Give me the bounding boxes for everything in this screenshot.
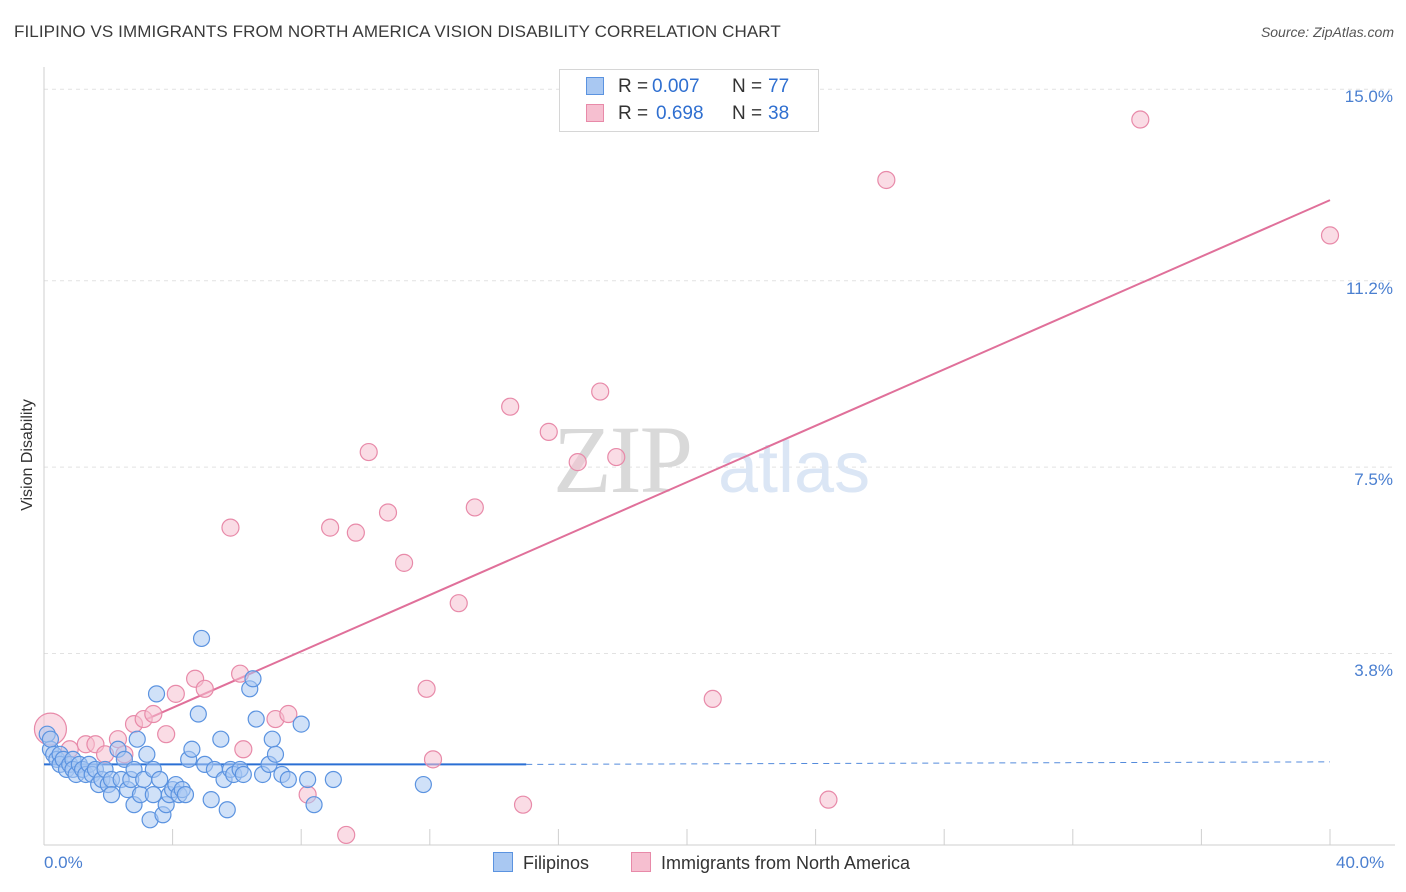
- y-tick-label: 3.8%: [1354, 661, 1393, 680]
- legend-n-value: 77: [768, 76, 790, 97]
- immigrants-point: [568, 453, 587, 472]
- immigrants-point: [346, 523, 365, 542]
- filipinos-point: [414, 775, 432, 794]
- immigrants-point: [607, 447, 626, 467]
- gridlines: [44, 88, 1395, 655]
- filipinos-point: [102, 786, 121, 804]
- immigrants-point: [1131, 110, 1150, 129]
- chart-title: FILIPINO VS IMMIGRANTS FROM NORTH AMERIC…: [14, 22, 781, 41]
- filipinos-point: [176, 786, 195, 804]
- x-tick-label-max: 40.0%: [1336, 853, 1385, 872]
- bottom-legend-immigrants[interactable]: Immigrants from North America: [631, 852, 910, 874]
- filipinos-point: [305, 796, 323, 814]
- legend-swatch-blue: [586, 77, 604, 95]
- immigrants-point: [449, 594, 468, 613]
- immigrants-point: [144, 704, 163, 724]
- legend-r-value: 0.007: [652, 76, 700, 97]
- filipinos-point: [212, 730, 230, 748]
- immigrants-point: [359, 442, 378, 462]
- immigrants-point: [1320, 226, 1340, 245]
- immigrants-point: [501, 397, 520, 416]
- immigrants-point: [166, 684, 185, 703]
- source-label: Source: ZipAtlas.com: [1260, 24, 1394, 40]
- immigrants-point: [539, 422, 558, 441]
- filipinos-point: [292, 715, 310, 733]
- immigrants-point: [423, 750, 443, 769]
- immigrants-point: [513, 795, 533, 814]
- legend-n-label: N =: [732, 76, 763, 97]
- y-tick-label: 7.5%: [1354, 470, 1393, 489]
- filipinos-point: [183, 740, 201, 758]
- immigrants-point: [157, 725, 176, 744]
- immigrants-point: [591, 382, 610, 401]
- filipinos-point: [266, 745, 285, 763]
- immigrants-point: [378, 503, 398, 522]
- legend-label-filipinos: Filipinos: [523, 853, 590, 873]
- immigrants-point: [321, 518, 340, 537]
- legend-r-label: R =: [618, 76, 649, 97]
- immigrants-point: [279, 704, 298, 724]
- immigrants-point: [703, 689, 722, 708]
- y-tick-label: 11.2%: [1346, 279, 1393, 298]
- filipinos-point: [41, 730, 60, 748]
- filipinos-point: [263, 730, 281, 748]
- immigrants-point: [195, 679, 214, 698]
- immigrants-point: [394, 553, 414, 572]
- legend-label-immigrants: Immigrants from North America: [661, 853, 911, 873]
- filipinos-point: [128, 730, 146, 748]
- legend-swatch-pink: [631, 852, 651, 872]
- filipinos-point: [147, 685, 166, 703]
- filipinos-point: [247, 710, 265, 728]
- legend-swatch-pink: [586, 104, 604, 122]
- y-axis-label: Vision Disability: [19, 399, 36, 511]
- immigrants-point: [465, 498, 484, 517]
- legend-r-value: 0.698: [656, 103, 704, 124]
- filipinos-point: [234, 765, 252, 784]
- filipinos-point: [324, 770, 342, 789]
- filipinos-point: [244, 670, 262, 688]
- filipinos-point: [279, 770, 297, 789]
- filipinos-point: [202, 791, 220, 809]
- bottom-legend-filipinos[interactable]: Filipinos: [493, 852, 589, 874]
- filipinos-point: [151, 770, 169, 789]
- filipinos-points: [38, 629, 432, 829]
- x-tick-label-min: 0.0%: [44, 853, 83, 872]
- immigrants-point: [819, 790, 838, 809]
- watermark-atlas: atlas: [718, 428, 870, 508]
- legend-n-label: N =: [732, 103, 763, 124]
- correlation-legend: R = 0.007 N = 77 R = 0.698 N = 38: [559, 69, 819, 132]
- immigrants-point: [221, 518, 240, 537]
- legend-n-value: 38: [768, 103, 790, 124]
- filipinos-point: [192, 629, 211, 648]
- filipinos-point: [299, 770, 317, 789]
- y-tick-label: 15.0%: [1344, 87, 1393, 106]
- immigrants-point: [417, 679, 436, 698]
- filipinos-point: [189, 705, 207, 723]
- legend-r-label: R =: [618, 103, 649, 124]
- filipinos-trend-extension: [526, 761, 1331, 765]
- immigrants-point: [877, 170, 896, 190]
- legend-swatch-blue: [493, 852, 513, 872]
- filipinos-point: [138, 745, 156, 763]
- filipinos-point: [218, 801, 236, 819]
- immigrants-point: [337, 825, 356, 845]
- immigrants-trend-line: [146, 199, 1331, 720]
- immigrants-point: [234, 740, 253, 759]
